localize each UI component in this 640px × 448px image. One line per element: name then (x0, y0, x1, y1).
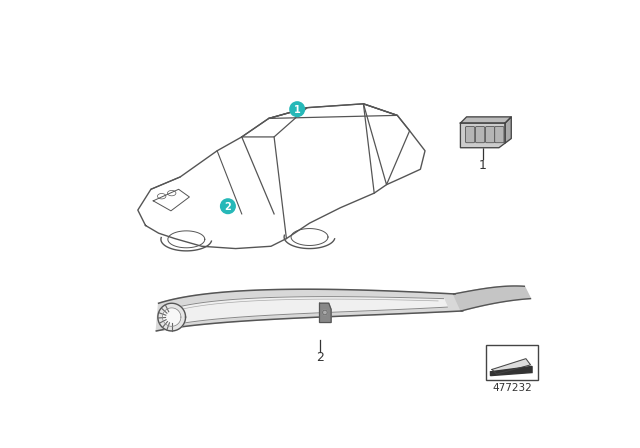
Circle shape (323, 310, 327, 315)
Text: 1: 1 (479, 159, 486, 172)
Text: 477232: 477232 (492, 383, 532, 393)
Polygon shape (492, 359, 531, 374)
Polygon shape (156, 289, 463, 331)
Polygon shape (166, 297, 447, 326)
Text: 2: 2 (316, 351, 324, 364)
FancyBboxPatch shape (495, 126, 504, 143)
FancyBboxPatch shape (465, 126, 475, 143)
Circle shape (290, 102, 305, 116)
Polygon shape (460, 123, 505, 148)
Text: 2: 2 (225, 202, 231, 211)
Polygon shape (490, 366, 532, 375)
Circle shape (221, 199, 236, 214)
Polygon shape (505, 117, 511, 143)
Bar (486, 345, 538, 380)
FancyBboxPatch shape (476, 126, 484, 143)
Polygon shape (158, 303, 186, 331)
Polygon shape (319, 303, 331, 323)
Polygon shape (454, 286, 531, 311)
FancyBboxPatch shape (486, 126, 495, 143)
Polygon shape (460, 117, 511, 123)
Polygon shape (163, 308, 181, 326)
Text: 1: 1 (294, 104, 301, 115)
